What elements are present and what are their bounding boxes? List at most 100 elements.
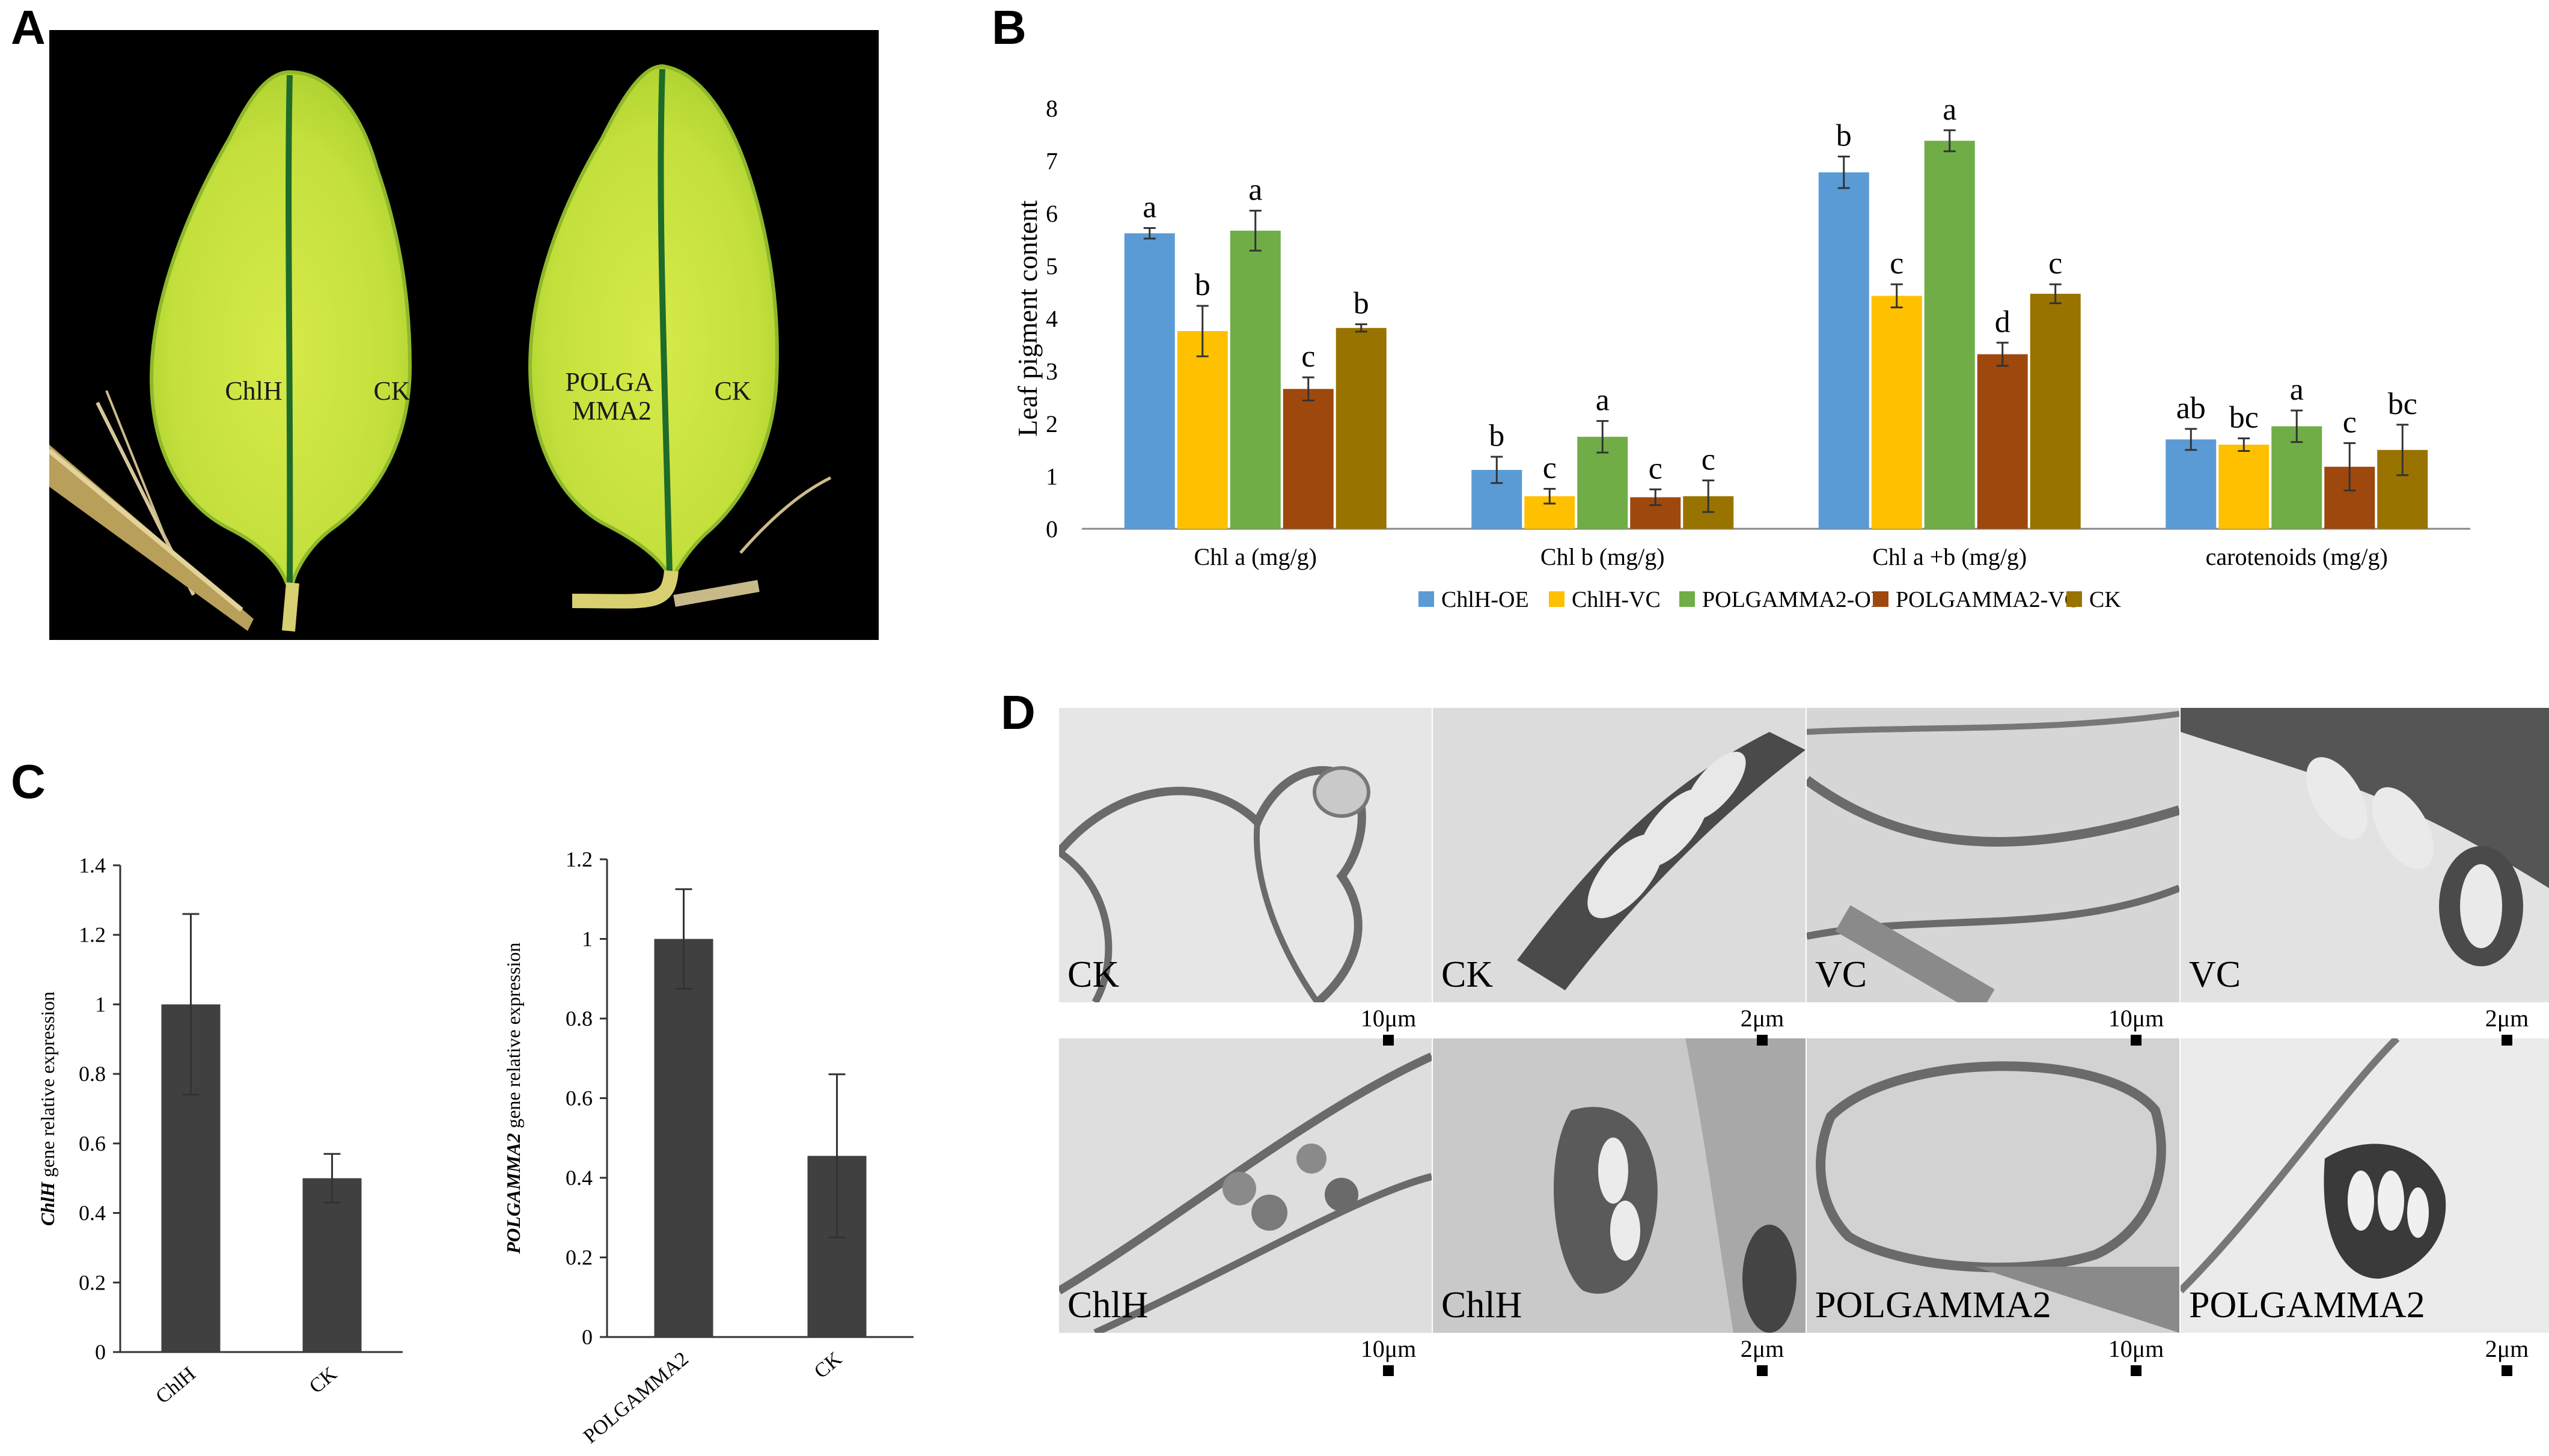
bar	[1124, 233, 1175, 529]
right-leaf-shape	[528, 64, 779, 576]
significance-letter: bc	[2388, 387, 2417, 421]
significance-letter: c	[1543, 451, 1557, 486]
significance-letter: a	[1248, 173, 1262, 207]
significance-letter: b	[1195, 268, 1210, 302]
legend-swatch	[2066, 591, 2082, 607]
bar	[1230, 230, 1281, 529]
scale-bar: 2μm	[1720, 1004, 1804, 1046]
y-tick-label: 0.8	[566, 1007, 593, 1031]
panel-d-label: D	[1001, 686, 1036, 739]
tem-label: CK	[1441, 954, 1494, 995]
left-leaf-shape	[149, 70, 412, 585]
y-tick-label: 0.4	[566, 1166, 593, 1190]
tem-micrograph-grid: CK CK VC VC ChlH ChlH POLGAMMA2 POLGAMMA…	[1059, 708, 2549, 1376]
y-tick-label: 0	[95, 1340, 106, 1364]
bar	[2166, 439, 2217, 529]
tem-image: POLGAMMA2	[2181, 1038, 2549, 1333]
y-tick-label: 1	[582, 927, 593, 951]
bar	[1336, 327, 1387, 529]
scale-bar: 10μm	[2094, 1335, 2178, 1376]
right-leaf-label-polgamma2: POLGA MMA2	[565, 367, 658, 425]
tem-image: ChlH	[1433, 1038, 1806, 1333]
y-tick-label: 1.2	[79, 923, 106, 947]
x-category-label: CK	[810, 1347, 846, 1383]
significance-letter: b	[1354, 287, 1369, 321]
scale-bar: 2μm	[2465, 1335, 2549, 1376]
scale-bar: 2μm	[2465, 1004, 2549, 1046]
y-tick-label: 1.2	[566, 847, 593, 871]
legend-swatch	[1418, 591, 1434, 607]
right-leaf-label-ck: CK	[714, 376, 751, 406]
bar	[1283, 389, 1334, 529]
x-category-label: POLGAMMA2	[579, 1348, 693, 1448]
bar	[302, 1178, 362, 1352]
legend-swatch	[1873, 591, 1888, 607]
significance-letter: a	[1143, 190, 1156, 225]
bar	[1977, 354, 2028, 529]
x-category-label: carotenoids (mg/g)	[2206, 543, 2388, 570]
panel-c-label: C	[11, 755, 46, 808]
significance-letter: c	[1649, 451, 1662, 486]
significance-letter: c	[1890, 246, 1903, 281]
legend-label: ChlH-VC	[1572, 587, 1661, 612]
tem-label: POLGAMMA2	[1815, 1285, 2051, 1326]
tem-image: VC	[1807, 708, 2179, 1002]
y-tick-label: 8	[1046, 95, 1058, 122]
y-axis-label: ChlH gene relative expression	[37, 991, 58, 1226]
polgamma2-expression-chart: 0 0.2 0.4 0.6 0.8 1 1.2 POLGAMMA2 CK POLGAMMA2 ge…	[502, 847, 914, 1448]
significance-letter: c	[1702, 443, 1715, 477]
scale-bar: 10μm	[2094, 1004, 2178, 1046]
x-category-label: CK	[305, 1362, 341, 1398]
left-leaf-label-ck: CK	[373, 376, 410, 406]
tem-label: ChlH	[1441, 1285, 1522, 1326]
y-tick-label: 0.6	[79, 1132, 106, 1156]
y-tick-label: 0	[582, 1325, 593, 1349]
leaf-photo: ChlH CK POLGA MMA2 CK	[47, 64, 832, 632]
x-category-label: ChlH	[151, 1363, 200, 1409]
y-axis-label: POLGAMMA2 gene relative expression	[502, 942, 524, 1254]
y-tick-label: 6	[1046, 200, 1058, 227]
legend-label: POLGAMMA2-VC	[1896, 587, 2080, 612]
significance-letter: a	[1943, 93, 1956, 127]
x-category-label: Chl a +b (mg/g)	[1872, 543, 2027, 570]
tem-image: POLGAMMA2	[1807, 1038, 2179, 1333]
tem-image: CK	[1059, 708, 1432, 1002]
scale-bar: 10μm	[1346, 1335, 1430, 1376]
bar	[1818, 172, 1869, 529]
y-tick-label: 0.8	[79, 1062, 106, 1086]
bar	[1924, 141, 1975, 529]
legend-swatch	[1549, 591, 1565, 607]
bar	[1177, 331, 1228, 529]
y-tick-label: 0.2	[566, 1246, 593, 1270]
legend-swatch	[1679, 591, 1695, 607]
significance-letter: c	[1301, 340, 1315, 374]
leaf-photo-panel: ChlH CK POLGA MMA2 CK	[47, 30, 879, 640]
chlh-expression-chart: 0 0.2 0.4 0.6 0.8 1 1.2 1.4 ChlH CK ChlH gene rela…	[37, 853, 403, 1409]
tem-image: ChlH	[1059, 1038, 1432, 1333]
y-tick-label: 0.4	[79, 1201, 106, 1225]
legend-label: POLGAMMA2-OE	[1702, 587, 1885, 612]
tem-label: POLGAMMA2	[2189, 1285, 2425, 1326]
y-tick-label: 3	[1046, 358, 1058, 385]
significance-letter: b	[1489, 419, 1504, 453]
bar	[2030, 293, 2081, 529]
tem-label: VC	[2189, 954, 2241, 995]
scale-bar: 10μm	[1346, 1004, 1430, 1046]
y-tick-label: 0.2	[79, 1270, 106, 1294]
tem-image: VC	[2181, 708, 2549, 1002]
bar	[1871, 296, 1922, 529]
y-tick-label: 4	[1046, 305, 1058, 332]
significance-letter: ab	[2176, 391, 2206, 425]
y-tick-label: 0	[1046, 516, 1058, 543]
panel-a-label: A	[11, 1, 46, 54]
y-tick-label: 1	[95, 992, 106, 1016]
left-leaf-label-chlh: ChlH	[225, 376, 282, 406]
y-tick-label: 7	[1046, 148, 1058, 175]
tem-label: CK	[1067, 954, 1120, 995]
legend-label: CK	[2089, 587, 2121, 612]
significance-letter: b	[1836, 119, 1852, 153]
y-tick-label: 0.6	[566, 1086, 593, 1110]
significance-letter: d	[1995, 305, 2010, 339]
y-tick-label: 5	[1046, 253, 1058, 280]
